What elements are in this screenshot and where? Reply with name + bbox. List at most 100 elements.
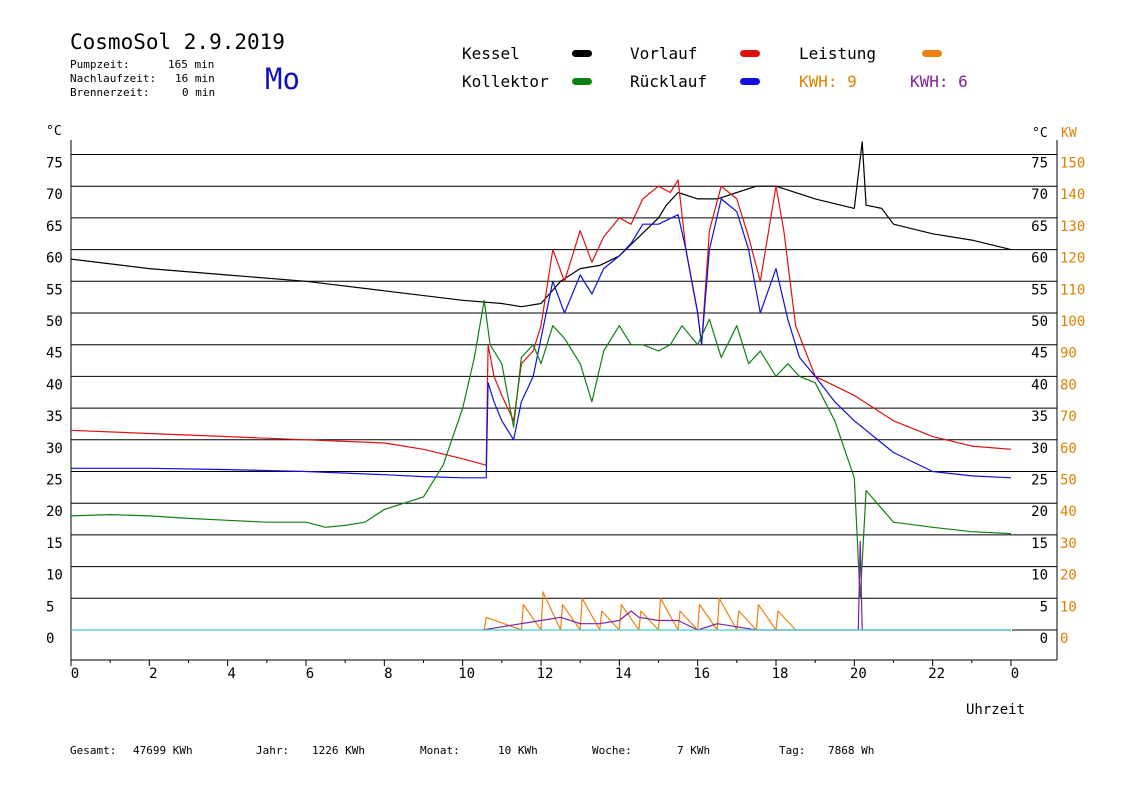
- x-tick-label-10: 20: [850, 666, 867, 682]
- y-tick-label-20: 20: [46, 504, 63, 520]
- footer-woche-label: Woche:: [592, 744, 632, 757]
- y-tick-label-5: 5: [46, 599, 54, 615]
- right-axis-unit-kw: KW: [1061, 126, 1077, 141]
- y-right-tick-label-50: 50: [1031, 314, 1048, 330]
- y2-tick-label-70: 70: [1060, 409, 1077, 425]
- y-tick-label-70: 70: [46, 187, 63, 203]
- legend-swatch-leistung: [922, 50, 942, 57]
- x-tick-label-0: 0: [71, 666, 79, 682]
- series-line-1: [70, 179, 1012, 466]
- x-tick-label-1: 2: [149, 666, 157, 682]
- y-tick-label-30: 30: [46, 441, 63, 457]
- y-tick-label-55: 55: [46, 282, 63, 298]
- y-tick-label-15: 15: [46, 536, 63, 552]
- x-tick-label-6: 12: [537, 666, 554, 682]
- y-right-tick-label-30: 30: [1031, 441, 1048, 457]
- stat-label-brennerzeit: Brennerzeit:: [70, 86, 150, 99]
- y-tick-label-75: 75: [46, 156, 63, 172]
- stat-value-brennerzeit: 0 min: [182, 86, 216, 99]
- y2-tick-label-10: 10: [1060, 599, 1077, 615]
- left-axis-unit: °C: [46, 124, 62, 139]
- y2-tick-label-120: 120: [1060, 251, 1085, 267]
- legend-swatch-ruecklauf: [740, 78, 760, 85]
- x-tick-label-9: 18: [772, 666, 789, 682]
- legend-swatch-kollektor: [572, 78, 592, 85]
- y-tick-label-45: 45: [46, 346, 63, 362]
- legend-leistung: Leistung: [799, 44, 877, 63]
- footer-woche-value: 7 KWh: [677, 744, 711, 757]
- series-line-3: [70, 299, 1012, 599]
- stat-label-nachlaufzeit: Nachlaufzeit:: [70, 72, 157, 85]
- chart-title: CosmoSol 2.9.2019: [70, 30, 285, 54]
- y2-tick-label-90: 90: [1060, 346, 1077, 362]
- y2-tick-label-20: 20: [1060, 568, 1077, 584]
- y2-tick-label-110: 110: [1060, 282, 1085, 298]
- weekday-label: Mo: [265, 62, 300, 96]
- x-tick-label-8: 16: [693, 666, 710, 682]
- y-tick-label-10: 10: [46, 568, 63, 584]
- x-tick-label-7: 14: [615, 666, 632, 682]
- y-right-tick-label-20: 20: [1031, 504, 1048, 520]
- legend-vorlauf: Vorlauf: [630, 44, 698, 63]
- y2-tick-label-40: 40: [1060, 504, 1077, 520]
- y-tick-label-60: 60: [46, 251, 63, 267]
- y-right-tick-label-70: 70: [1031, 187, 1048, 203]
- legend-kessel: Kessel: [462, 44, 520, 63]
- y2-tick-label-30: 30: [1060, 536, 1077, 552]
- y-tick-label-40: 40: [46, 377, 63, 393]
- y2-tick-label-130: 130: [1060, 219, 1085, 235]
- footer-tag-label: Tag:: [779, 744, 806, 757]
- y2-tick-label-0: 0: [1060, 631, 1068, 647]
- y-right-tick-label-45: 45: [1031, 346, 1048, 362]
- legend-ruecklauf: Rücklauf: [630, 72, 708, 91]
- kwh-orange: KWH: 9: [799, 72, 857, 91]
- y2-tick-label-150: 150: [1060, 156, 1085, 172]
- y-tick-label-0: 0: [46, 631, 54, 647]
- y-right-tick-label-40: 40: [1031, 377, 1048, 393]
- legend-swatch-kessel: [572, 50, 592, 57]
- footer-jahr-value: 1226 KWh: [312, 744, 365, 757]
- series-line-2: [71, 198, 1012, 479]
- y-tick-label-25: 25: [46, 473, 63, 489]
- y-right-tick-label-55: 55: [1031, 282, 1048, 298]
- legend-kollektor: Kollektor: [462, 72, 549, 91]
- y-right-tick-label-25: 25: [1031, 473, 1048, 489]
- y2-tick-label-50: 50: [1060, 473, 1077, 489]
- footer-gesamt-label: Gesamt:: [70, 744, 117, 757]
- y-tick-label-65: 65: [46, 219, 63, 235]
- footer-tag-value: 7868 Wh: [828, 744, 875, 757]
- stat-value-pumpzeit: 165 min: [168, 58, 215, 71]
- stat-label-pumpzeit: Pumpzeit:: [70, 58, 130, 71]
- y-right-tick-label-10: 10: [1031, 568, 1048, 584]
- x-tick-label-3: 6: [306, 666, 314, 682]
- footer-gesamt-value: 47699 KWh: [133, 744, 193, 757]
- x-tick-label-12: 0: [1011, 666, 1019, 682]
- x-tick-label-2: 4: [227, 666, 235, 682]
- y-tick-label-50: 50: [46, 314, 63, 330]
- x-axis-label: Uhrzeit: [966, 702, 1026, 718]
- y-right-tick-label-35: 35: [1031, 409, 1048, 425]
- y2-tick-label-100: 100: [1060, 314, 1085, 330]
- x-tick-label-5: 10: [458, 666, 475, 682]
- y2-tick-label-80: 80: [1060, 377, 1077, 393]
- x-tick-label-4: 8: [384, 666, 392, 682]
- y-right-tick-label-5: 5: [1040, 599, 1048, 615]
- x-tick-label-11: 22: [928, 666, 945, 682]
- y-right-tick-label-60: 60: [1031, 251, 1048, 267]
- footer-monat-value: 10 KWh: [498, 744, 538, 757]
- stat-value-nachlaufzeit: 16 min: [175, 72, 215, 85]
- y-right-tick-label-15: 15: [1031, 536, 1048, 552]
- kwh-purple: KWH: 6: [910, 72, 968, 91]
- right-axis-unit-c: °C: [1032, 126, 1048, 141]
- series-line-0: [70, 141, 1012, 308]
- y2-tick-label-60: 60: [1060, 441, 1077, 457]
- y-tick-label-35: 35: [46, 409, 63, 425]
- y-right-tick-label-75: 75: [1031, 156, 1048, 172]
- legend-swatch-vorlauf: [740, 50, 760, 57]
- y-right-tick-label-65: 65: [1031, 219, 1048, 235]
- y-right-tick-label-0: 0: [1040, 631, 1048, 647]
- footer-jahr-label: Jahr:: [256, 744, 290, 757]
- y2-tick-label-140: 140: [1060, 187, 1085, 203]
- footer-monat-label: Monat:: [420, 744, 460, 757]
